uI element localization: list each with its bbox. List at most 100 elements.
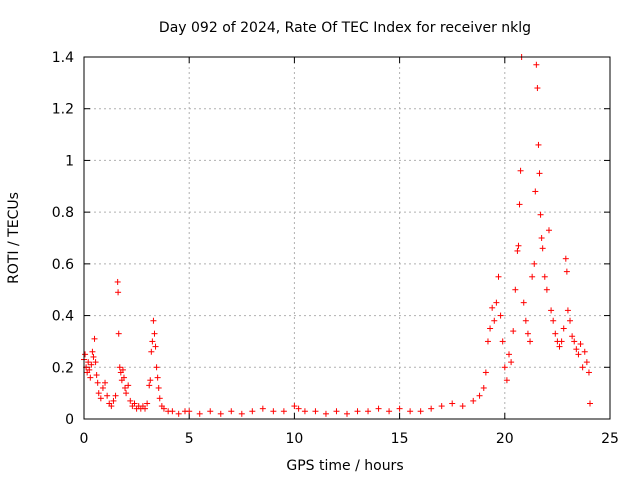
data-point	[122, 384, 129, 391]
data-point	[91, 335, 98, 342]
data-point	[484, 338, 491, 345]
data-point	[108, 403, 115, 410]
data-point	[104, 392, 111, 399]
x-tick-labels: 0 5 10 15 20 25	[80, 431, 619, 447]
data-point	[169, 408, 176, 415]
data-point	[186, 408, 193, 415]
data-point	[155, 384, 162, 391]
data-point	[291, 403, 298, 410]
data-point	[428, 405, 435, 412]
data-point	[531, 260, 538, 267]
data-point	[333, 408, 340, 415]
x-tick-label: 20	[496, 431, 514, 447]
data-point	[501, 364, 508, 371]
data-point	[148, 348, 155, 355]
data-point	[249, 408, 256, 415]
data-point	[156, 395, 163, 402]
data-point	[207, 408, 214, 415]
grid-lines	[84, 57, 610, 419]
data-point	[322, 410, 329, 417]
data-point	[375, 405, 382, 412]
data-point	[552, 330, 559, 337]
plot-frame	[83, 56, 611, 420]
data-point	[543, 286, 550, 293]
data-point	[533, 61, 540, 68]
data-point	[548, 307, 555, 314]
data-point	[131, 400, 138, 407]
data-point	[532, 188, 539, 195]
y-tick-label: 0.4	[52, 309, 74, 325]
data-point	[102, 379, 109, 386]
data-point	[573, 346, 580, 353]
data-point	[571, 338, 578, 345]
data-point	[517, 167, 524, 174]
data-point	[153, 364, 160, 371]
data-point	[217, 410, 224, 417]
chart-title: Day 092 of 2024, Rate Of TEC Index for r…	[159, 20, 531, 36]
data-point	[482, 369, 489, 376]
data-point	[312, 408, 319, 415]
data-point	[524, 330, 531, 337]
data-point	[556, 343, 563, 350]
data-point	[536, 170, 543, 177]
data-point	[114, 278, 121, 285]
data-point	[120, 374, 127, 381]
data-points	[81, 54, 594, 417]
data-point	[487, 325, 494, 332]
data-point	[396, 405, 403, 412]
x-tick-label: 25	[601, 431, 619, 447]
data-point	[86, 366, 93, 373]
data-point	[563, 268, 570, 275]
data-point	[558, 338, 565, 345]
data-point	[491, 317, 498, 324]
y-tick-label: 0.8	[52, 205, 74, 221]
data-point	[417, 408, 424, 415]
data-point	[90, 353, 97, 360]
data-point	[151, 330, 158, 337]
data-point	[82, 351, 89, 358]
data-point	[85, 359, 92, 366]
data-point	[93, 372, 100, 379]
data-point	[407, 408, 414, 415]
y-tick-label: 0	[65, 412, 74, 428]
data-point	[476, 392, 483, 399]
data-point	[154, 374, 161, 381]
x-tick-label: 0	[80, 431, 89, 447]
data-point	[270, 408, 277, 415]
data-point	[146, 382, 153, 389]
data-point	[365, 408, 372, 415]
data-point	[515, 242, 522, 249]
data-point	[583, 359, 590, 366]
data-point	[97, 395, 104, 402]
data-point	[344, 410, 350, 417]
data-point	[537, 211, 544, 218]
x-axis-label: GPS time / hours	[286, 458, 403, 474]
data-point	[575, 351, 582, 358]
data-point	[196, 410, 203, 417]
data-point	[125, 382, 132, 389]
data-point	[585, 369, 592, 376]
data-point	[508, 359, 515, 366]
data-point	[560, 325, 567, 332]
data-point	[529, 273, 536, 280]
data-point	[95, 390, 102, 397]
data-point	[110, 397, 117, 404]
data-point	[587, 400, 594, 407]
data-point	[295, 405, 302, 412]
data-point	[115, 330, 122, 337]
data-point	[280, 408, 287, 415]
data-point	[147, 377, 154, 384]
data-point	[562, 255, 569, 262]
y-tick-labels: 0 0.2 0.4 0.6 0.8 1 1.2 1.4	[52, 50, 74, 428]
data-point	[127, 397, 134, 404]
data-point	[503, 377, 510, 384]
data-point	[506, 351, 513, 358]
data-point	[567, 317, 574, 324]
data-point	[569, 333, 576, 340]
data-point	[99, 384, 106, 391]
data-point	[386, 408, 393, 415]
data-point	[175, 410, 182, 417]
data-point	[520, 299, 527, 306]
data-point	[89, 348, 96, 355]
